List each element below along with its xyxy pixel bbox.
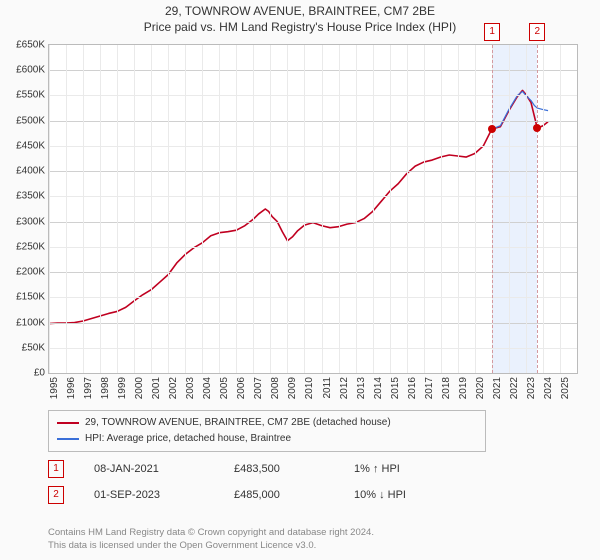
x-tick-label: 2001 <box>151 377 162 399</box>
x-tick-label: 2014 <box>373 377 384 399</box>
x-tick-label: 2025 <box>560 377 571 399</box>
legend-box: 29, TOWNROW AVENUE, BRAINTREE, CM7 2BE (… <box>48 410 486 452</box>
marker-row-1: 1 08-JAN-2021 £483,500 1% ↑ HPI <box>48 456 578 482</box>
x-tick-label: 2008 <box>270 377 281 399</box>
series-line <box>492 91 548 129</box>
x-tick-label: 2010 <box>304 377 315 399</box>
marker-vline <box>492 45 493 373</box>
legend-row-2: HPI: Average price, detached house, Brai… <box>57 431 477 447</box>
marker-flag: 2 <box>529 23 545 41</box>
markers-table: 1 08-JAN-2021 £483,500 1% ↑ HPI 2 01-SEP… <box>48 456 578 508</box>
x-tick-label: 2013 <box>356 377 367 399</box>
x-tick-label: 2000 <box>134 377 145 399</box>
y-tick-label: £200K <box>1 267 45 278</box>
series-line <box>49 90 548 323</box>
x-tick-label: 2009 <box>287 377 298 399</box>
y-tick-label: £500K <box>1 115 45 126</box>
x-tick-label: 2015 <box>390 377 401 399</box>
marker-date-2: 01-SEP-2023 <box>94 489 204 501</box>
marker-dot <box>488 125 496 133</box>
x-tick-label: 2002 <box>168 377 179 399</box>
x-tick-label: 2023 <box>526 377 537 399</box>
x-tick-label: 2018 <box>441 377 452 399</box>
marker-price-2: £485,000 <box>234 489 324 501</box>
legend-label-2: HPI: Average price, detached house, Brai… <box>85 431 291 447</box>
y-tick-label: £100K <box>1 317 45 328</box>
marker-id-2: 2 <box>48 486 64 504</box>
y-tick-label: £300K <box>1 216 45 227</box>
y-tick-label: £350K <box>1 191 45 202</box>
x-tick-label: 2020 <box>475 377 486 399</box>
x-tick-label: 2005 <box>219 377 230 399</box>
y-tick-label: £600K <box>1 65 45 76</box>
x-tick-label: 1995 <box>49 377 60 399</box>
x-tick-label: 2006 <box>236 377 247 399</box>
marker-row-2: 2 01-SEP-2023 £485,000 10% ↓ HPI <box>48 482 578 508</box>
marker-price-1: £483,500 <box>234 463 324 475</box>
x-tick-label: 2011 <box>322 377 333 399</box>
licence-line-2: This data is licensed under the Open Gov… <box>48 540 316 551</box>
x-tick-label: 2004 <box>202 377 213 399</box>
legend-swatch-1 <box>57 422 79 424</box>
marker-vline <box>537 45 538 373</box>
x-tick-label: 2019 <box>458 377 469 399</box>
x-tick-label: 2003 <box>185 377 196 399</box>
y-tick-label: £450K <box>1 140 45 151</box>
marker-id-1: 1 <box>48 460 64 478</box>
x-tick-label: 1998 <box>100 377 111 399</box>
y-tick-label: £150K <box>1 292 45 303</box>
marker-flag: 1 <box>484 23 500 41</box>
title-line-1: 29, TOWNROW AVENUE, BRAINTREE, CM7 2BE <box>0 4 600 18</box>
y-tick-label: £50K <box>1 342 45 353</box>
marker-delta-2: 10% ↓ HPI <box>354 489 406 501</box>
legend-swatch-2 <box>57 438 79 440</box>
x-tick-label: 1997 <box>83 377 94 399</box>
x-tick-label: 2017 <box>424 377 435 399</box>
y-tick-label: £0 <box>1 368 45 379</box>
y-tick-label: £250K <box>1 241 45 252</box>
chart-plot-area: £0£50K£100K£150K£200K£250K£300K£350K£400… <box>48 44 578 374</box>
licence-line-1: Contains HM Land Registry data © Crown c… <box>48 527 374 538</box>
y-tick-label: £650K <box>1 40 45 51</box>
y-tick-label: £550K <box>1 90 45 101</box>
x-tick-label: 1999 <box>117 377 128 399</box>
x-tick-label: 2021 <box>492 377 503 399</box>
x-tick-label: 2012 <box>339 377 350 399</box>
title-line-2: Price paid vs. HM Land Registry's House … <box>0 20 600 34</box>
legend-row-1: 29, TOWNROW AVENUE, BRAINTREE, CM7 2BE (… <box>57 415 477 431</box>
marker-delta-1: 1% ↑ HPI <box>354 463 400 475</box>
x-tick-label: 1996 <box>66 377 77 399</box>
licence-text: Contains HM Land Registry data © Crown c… <box>48 527 578 552</box>
marker-dot <box>533 124 541 132</box>
x-tick-label: 2024 <box>543 377 554 399</box>
chart-svg <box>49 45 577 373</box>
x-tick-label: 2022 <box>509 377 520 399</box>
x-tick-label: 2007 <box>253 377 264 399</box>
y-tick-label: £400K <box>1 166 45 177</box>
marker-date-1: 08-JAN-2021 <box>94 463 204 475</box>
legend-label-1: 29, TOWNROW AVENUE, BRAINTREE, CM7 2BE (… <box>85 415 391 431</box>
x-tick-label: 2016 <box>407 377 418 399</box>
